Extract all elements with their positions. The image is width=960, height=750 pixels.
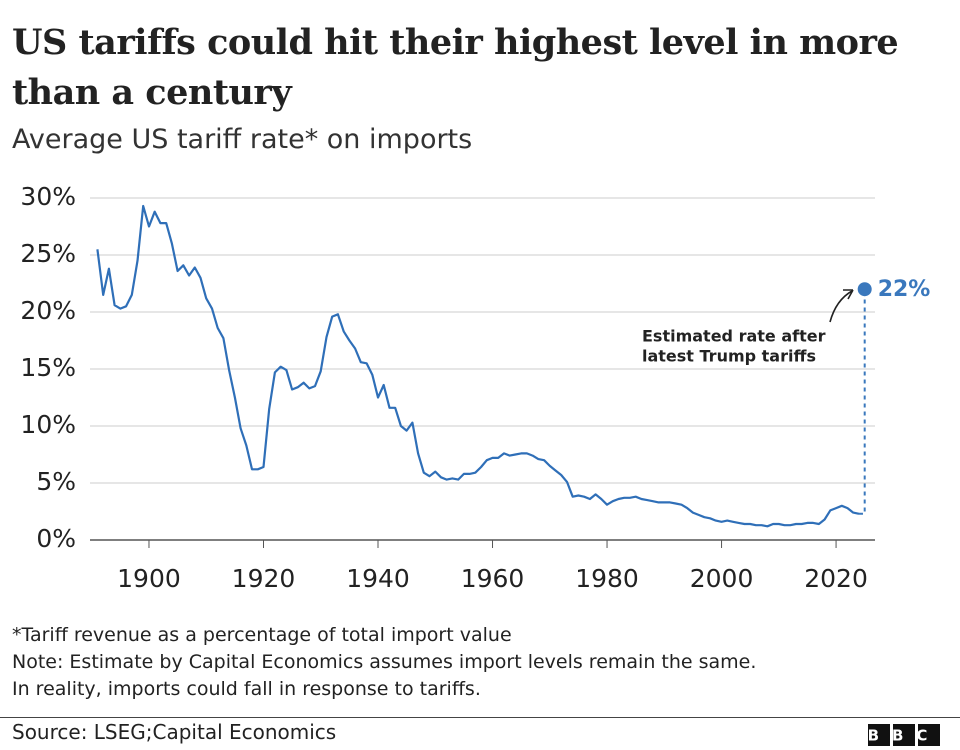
annotation-arrowhead (843, 289, 854, 300)
y-tick-label: 25% (20, 239, 76, 268)
logo: BBC (868, 727, 941, 745)
data-line (96, 204, 860, 528)
x-tick-label: 1980 (575, 564, 639, 593)
annotation: latest Trump tariffs (642, 347, 816, 366)
x-tick-label: 1940 (346, 564, 410, 593)
chart-title: US tariffs could hit their highest level… (12, 22, 899, 113)
footnote: *Tariff revenue as a percentage of total… (12, 624, 512, 646)
note: In reality, imports could fall in respon… (12, 678, 481, 700)
estimate-label: 22% (878, 277, 931, 302)
y-tick-label: 30% (20, 182, 76, 211)
x-tick-label: 1900 (117, 564, 181, 593)
logo-box (893, 724, 915, 746)
x-tick-label: 2020 (804, 564, 868, 593)
y-tick-label: 15% (20, 353, 76, 382)
source: Source: LSEG;Capital Economics (12, 720, 337, 744)
annotation-arrow (829, 290, 853, 323)
estimate-point (857, 282, 872, 297)
logo-box (868, 724, 890, 746)
y-tick-label: 0% (36, 524, 76, 553)
logo-box (918, 724, 940, 746)
y-tick-label: 10% (20, 410, 76, 439)
annotation: Estimated rate after (642, 327, 826, 346)
x-tick-label: 2000 (690, 564, 754, 593)
y-tick-label: 20% (20, 296, 76, 325)
y-tick-label: 5% (36, 467, 76, 496)
note: Note: Estimate by Capital Economics assu… (12, 651, 757, 673)
chart-subtitle: Average US tariff rate* on imports (12, 124, 473, 155)
x-tick-label: 1920 (232, 564, 296, 593)
x-tick-label: 1960 (461, 564, 525, 593)
footer-rule (0, 717, 960, 718)
estimate-connector (858, 289, 866, 515)
